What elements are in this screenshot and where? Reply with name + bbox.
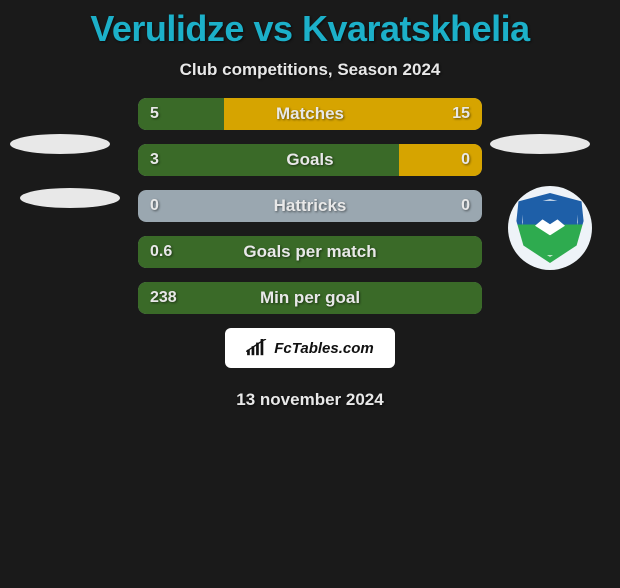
stat-row: 515Matches — [138, 98, 482, 130]
stat-row: 00Hattricks — [138, 190, 482, 222]
page-title: Verulidze vs Kvaratskhelia — [0, 8, 620, 50]
stat-row: 0.6Goals per match — [138, 236, 482, 268]
stat-label: Goals — [138, 150, 482, 170]
subtitle: Club competitions, Season 2024 — [0, 60, 620, 80]
player-left-avatar-1 — [10, 134, 110, 154]
date-text: 13 november 2024 — [0, 390, 620, 410]
player-left-avatar-2 — [20, 188, 120, 208]
stats-container: 515Matches 30Goals 00Hattricks 0.6Goals per… — [138, 98, 482, 314]
shield-icon — [515, 193, 585, 263]
stat-label: Min per goal — [138, 288, 482, 308]
player-right-avatar-ellipse — [490, 134, 590, 154]
stat-label: Hattricks — [138, 196, 482, 216]
bar-chart-icon — [246, 339, 268, 357]
attribution-badge: FcTables.com — [225, 328, 395, 368]
attribution-text: FcTables.com — [274, 340, 373, 357]
stat-row: 30Goals — [138, 144, 482, 176]
stat-row: 238Min per goal — [138, 282, 482, 314]
team-right-badge — [508, 186, 592, 270]
stat-label: Matches — [138, 104, 482, 124]
stat-label: Goals per match — [138, 242, 482, 262]
